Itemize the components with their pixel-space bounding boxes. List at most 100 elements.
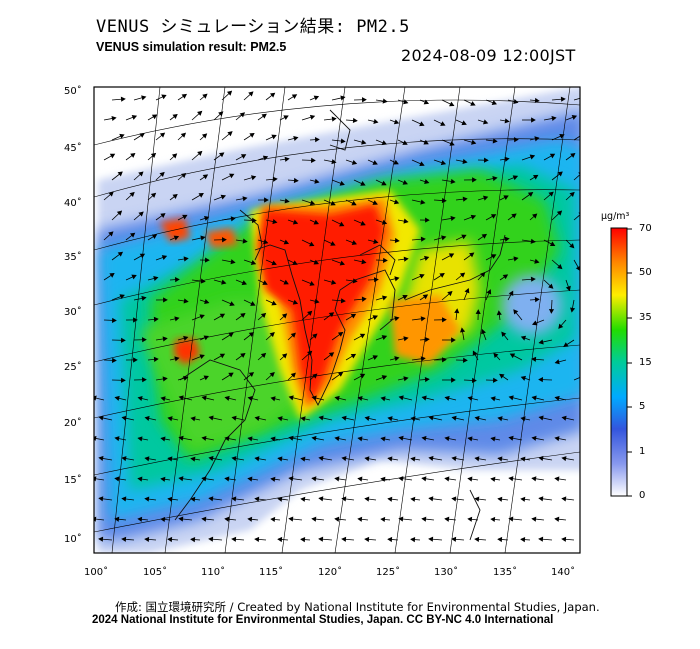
wind-arrow-head bbox=[309, 241, 315, 247]
wind-arrow-head bbox=[167, 496, 173, 502]
wind-arrow-head bbox=[490, 396, 496, 402]
wind-arrow-head bbox=[357, 516, 363, 522]
wind-arrow-head bbox=[163, 297, 168, 303]
wind-vectors bbox=[94, 90, 580, 543]
wind-arrow-head bbox=[226, 90, 233, 96]
wind-arrow-head bbox=[531, 395, 537, 401]
wind-arrow-head bbox=[161, 94, 167, 100]
wind-arrow-head bbox=[556, 210, 563, 216]
wind-arrow-head bbox=[141, 377, 147, 383]
wind-arrow-head bbox=[242, 238, 248, 244]
wind-arrow-head bbox=[221, 279, 227, 285]
wind-arrow-head bbox=[340, 138, 346, 144]
wind-arrow-head bbox=[424, 255, 430, 261]
wind-arrow-head bbox=[559, 133, 565, 139]
wind-arrow-head bbox=[318, 415, 324, 421]
wind-arrow-head bbox=[277, 536, 283, 543]
wind-arrow-head bbox=[138, 171, 144, 177]
wind-arrow-head bbox=[183, 256, 189, 262]
wind-arrow-head bbox=[204, 215, 210, 221]
wind-arrow-head bbox=[410, 496, 416, 502]
wind-arrow-head bbox=[141, 337, 147, 343]
wind-arrow-head bbox=[548, 308, 555, 314]
wind-arrow-head bbox=[352, 117, 358, 124]
wind-arrow-head bbox=[172, 113, 178, 119]
wind-arrow-head bbox=[441, 197, 447, 204]
wind-arrow-head bbox=[341, 415, 347, 421]
wind-arrow-head bbox=[352, 278, 358, 284]
wind-arrow-head bbox=[561, 456, 567, 462]
wind-arrow bbox=[573, 174, 580, 181]
lat-label-10: 10˚ bbox=[64, 534, 82, 545]
wind-arrow-head bbox=[444, 476, 450, 482]
wind-arrow-head bbox=[410, 456, 416, 462]
wind-arrow-head bbox=[380, 436, 386, 442]
wind-arrow-head bbox=[467, 436, 473, 442]
wind-arrow-head bbox=[117, 251, 124, 257]
wind-arrow-head bbox=[460, 327, 466, 333]
wind-arrow-head bbox=[339, 260, 345, 266]
wind-arrow-head bbox=[197, 110, 203, 116]
wind-arrow-head bbox=[474, 415, 480, 422]
wind-arrow-head bbox=[461, 120, 467, 126]
wind-arrow-head bbox=[144, 496, 150, 502]
wind-arrow-head bbox=[224, 476, 230, 482]
wind-arrow-head bbox=[502, 274, 509, 280]
wind-arrow-head bbox=[398, 395, 404, 401]
wind-arrow-head bbox=[201, 395, 207, 401]
wind-arrow-head bbox=[108, 231, 114, 237]
wind-arrow-head bbox=[449, 101, 455, 107]
wind-arrow-head bbox=[538, 536, 544, 542]
wind-arrow-head bbox=[220, 194, 226, 200]
wind-arrow-head bbox=[501, 331, 507, 337]
wind-arrow-head bbox=[137, 476, 143, 482]
wind-arrow-head bbox=[313, 219, 319, 225]
wind-arrow-head bbox=[381, 180, 387, 186]
wind-arrow-head bbox=[307, 310, 313, 316]
wind-arrow-head bbox=[467, 516, 473, 522]
wind-arrow-head bbox=[382, 257, 388, 263]
wind-arrow-head bbox=[467, 476, 473, 482]
wind-arrow-head bbox=[557, 264, 563, 270]
wind-arrow-head bbox=[151, 114, 158, 120]
wind-arrow-head bbox=[260, 312, 267, 318]
wind-arrow-head bbox=[569, 243, 575, 249]
wind-arrow-head bbox=[292, 260, 298, 265]
wind-arrow-head bbox=[218, 152, 225, 158]
wind-arrow-head bbox=[293, 135, 299, 141]
wind-arrow-head bbox=[508, 476, 514, 482]
wind-arrow-head bbox=[247, 476, 253, 482]
wind-arrow-head bbox=[208, 415, 214, 421]
wind-arrow-head bbox=[490, 516, 496, 523]
wind-arrow-head bbox=[129, 191, 135, 198]
wind-arrow-head bbox=[313, 259, 319, 265]
wind-arrow-head bbox=[420, 316, 426, 322]
wind-arrow-head bbox=[350, 313, 357, 319]
wind-arrow-head bbox=[199, 314, 205, 320]
wind-arrow-head bbox=[313, 95, 320, 101]
colorbar-label-35: 35 bbox=[639, 312, 652, 323]
wind-arrow-head bbox=[357, 476, 363, 482]
wind-arrow-head bbox=[190, 416, 196, 422]
wind-arrow-head bbox=[203, 375, 209, 381]
wind-arrow-head bbox=[204, 299, 210, 305]
wind-arrow-head bbox=[394, 237, 400, 244]
wind-arrow-head bbox=[398, 435, 404, 441]
wind-arrow-head bbox=[201, 476, 207, 482]
wind-arrow-head bbox=[569, 191, 575, 198]
wind-arrow bbox=[573, 214, 580, 221]
wind-arrow-head bbox=[402, 180, 408, 185]
wind-arrow-head bbox=[471, 139, 477, 145]
wind-arrow-head bbox=[254, 536, 260, 543]
wind-arrow-head bbox=[533, 174, 539, 180]
wind-arrow-head bbox=[520, 375, 526, 381]
colorbar bbox=[610, 227, 628, 497]
wind-arrow-head bbox=[444, 516, 450, 522]
wind-arrow-head bbox=[240, 353, 246, 358]
wind-arrow-head bbox=[570, 307, 576, 313]
wind-arrow-head bbox=[504, 118, 510, 124]
wind-arrow-head bbox=[247, 396, 253, 402]
lat-label-25: 25˚ bbox=[64, 362, 82, 373]
wind-arrow-head bbox=[381, 140, 387, 146]
